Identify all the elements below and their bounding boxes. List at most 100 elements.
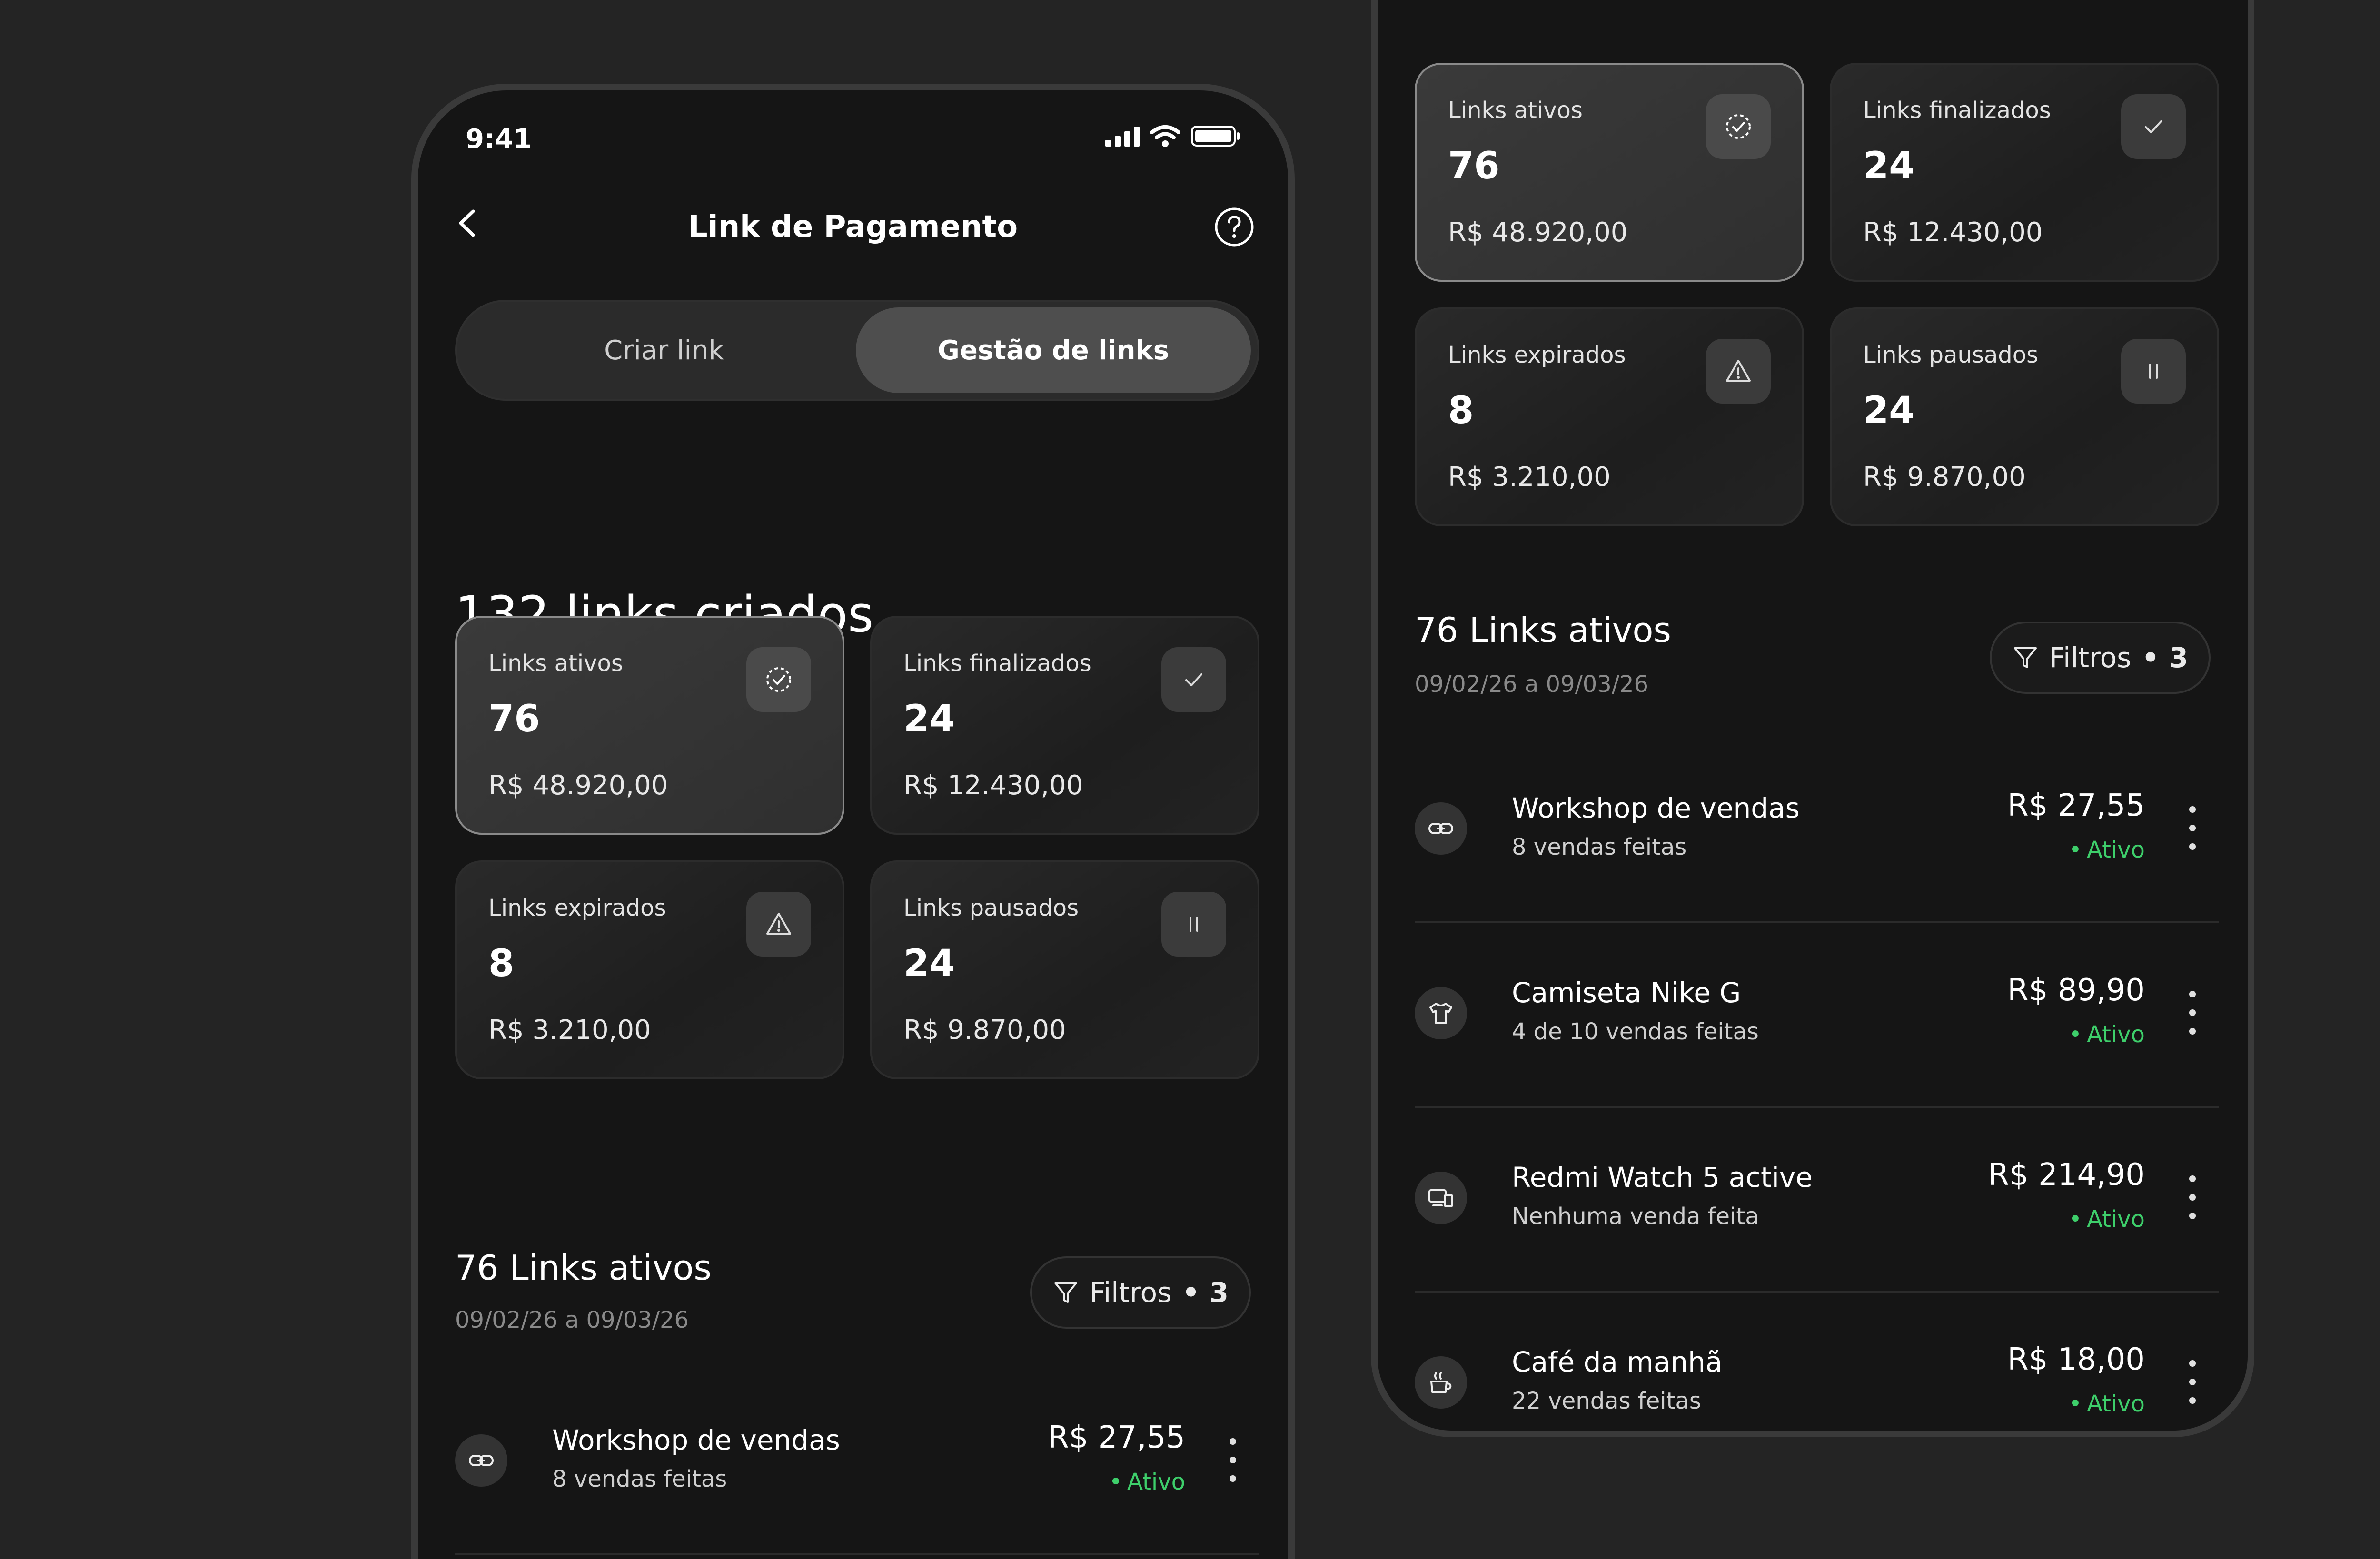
pause-icon [1161, 892, 1226, 957]
list-title: 76 Links ativos [1415, 610, 1671, 650]
phone-right: Links ativos 76 R$ 48.920,00 Links final… [1371, 0, 2254, 1437]
help-icon[interactable] [1214, 207, 1255, 247]
card-amount: R$ 12.430,00 [903, 770, 1083, 801]
card-amount: R$ 48.920,00 [488, 770, 668, 801]
tab-switcher: Criar link Gestão de links [455, 300, 1259, 401]
item-price: R$ 89,90 [2007, 973, 2145, 1008]
list-item[interactable]: Workshop de vendas 8 vendas feitas R$ 27… [455, 1371, 1259, 1555]
card-count: 24 [1863, 389, 1915, 432]
item-name: Workshop de vendas [552, 1424, 840, 1456]
filters-count: • 3 [1182, 1276, 1229, 1309]
signal-icon [1105, 127, 1140, 147]
card-count: 76 [488, 698, 540, 740]
status-text: Ativo [2087, 1021, 2145, 1048]
card-links-expirados[interactable]: Links expirados 8 R$ 3.210,00 [455, 860, 844, 1079]
filters-label: Filtros [1089, 1276, 1172, 1309]
status-text: Ativo [2087, 1206, 2145, 1233]
filters-label: Filtros [2049, 641, 2132, 674]
card-amount: R$ 9.870,00 [1863, 462, 2026, 493]
card-links-ativos[interactable]: Links ativos 76 R$ 48.920,00 [1415, 63, 1804, 282]
filters-button[interactable]: Filtros • 3 [1990, 622, 2211, 694]
status-text: Ativo [2087, 1391, 2145, 1417]
card-amount: R$ 48.920,00 [1448, 217, 1628, 248]
shirt-icon [1415, 987, 1467, 1039]
card-label: Links expirados [488, 895, 666, 921]
status-badge: • Ativo [2068, 837, 2145, 863]
wifi-icon [1150, 125, 1180, 147]
item-price: R$ 27,55 [2007, 788, 2145, 823]
card-label: Links pausados [903, 895, 1079, 921]
status-badge: • Ativo [2068, 1206, 2145, 1233]
more-options-icon[interactable] [2178, 1169, 2207, 1226]
list-item[interactable]: Redmi Watch 5 active Nenhuma venda feita… [1415, 1108, 2219, 1293]
warning-icon [746, 892, 811, 957]
item-subtitle: 8 vendas feitas [1512, 834, 1687, 860]
filters-count: • 3 [2142, 641, 2188, 674]
item-name: Camiseta Nike G [1512, 977, 1741, 1009]
status-time: 9:41 [466, 124, 532, 155]
item-subtitle: Nenhuma venda feita [1512, 1203, 1759, 1230]
item-name: Workshop de vendas [1512, 792, 1800, 824]
more-options-icon[interactable] [2178, 984, 2207, 1041]
link-icon [455, 1434, 507, 1487]
page-title: Link de Pagamento [688, 209, 1018, 245]
card-amount: R$ 3.210,00 [488, 1015, 651, 1046]
card-links-finalizados[interactable]: Links finalizados 24 R$ 12.430,00 [1830, 63, 2219, 282]
tab-criar-link[interactable]: Criar link [604, 335, 724, 366]
food-icon [1415, 1356, 1467, 1409]
devices-icon [1415, 1172, 1467, 1224]
filter-icon [1054, 1282, 1077, 1303]
item-name: Redmi Watch 5 active [1512, 1161, 1813, 1194]
more-options-icon[interactable] [2178, 799, 2207, 857]
card-links-expirados[interactable]: Links expirados 8 R$ 3.210,00 [1415, 307, 1804, 526]
tab-gestao-de-links[interactable]: Gestão de links [856, 307, 1251, 393]
card-links-pausados[interactable]: Links pausados 24 R$ 9.870,00 [1830, 307, 2219, 526]
item-price: R$ 27,55 [1048, 1420, 1185, 1455]
more-options-icon[interactable] [2178, 1353, 2207, 1411]
card-count: 24 [1863, 145, 1915, 187]
status-badge: • Ativo [2068, 1021, 2145, 1048]
card-amount: R$ 12.430,00 [1863, 217, 2043, 248]
list-date-range: 09/02/26 a 09/03/26 [455, 1307, 689, 1333]
card-links-pausados[interactable]: Links pausados 24 R$ 9.870,00 [870, 860, 1259, 1079]
check-icon [1161, 647, 1226, 712]
item-price: R$ 18,00 [2007, 1342, 2145, 1377]
item-name: Café da manhã [1512, 1346, 1723, 1378]
back-icon[interactable] [451, 207, 485, 240]
card-links-ativos[interactable]: Links ativos 76 R$ 48.920,00 [455, 616, 844, 835]
dashed-check-circle-icon [1706, 94, 1771, 159]
item-subtitle: 4 de 10 vendas feitas [1512, 1018, 1759, 1045]
list-item[interactable]: Camiseta Nike G 4 de 10 vendas feitas R$… [1415, 923, 2219, 1108]
filter-icon [2013, 647, 2037, 668]
status-badge: • Ativo [2068, 1391, 2145, 1417]
card-label: Links ativos [488, 650, 623, 677]
card-label: Links finalizados [1863, 97, 2051, 124]
warning-icon [1706, 339, 1771, 404]
card-count: 24 [903, 942, 955, 985]
dashed-check-circle-icon [746, 647, 811, 712]
list-item[interactable]: Café da manhã 22 vendas feitas R$ 18,00 … [1415, 1293, 2219, 1431]
link-icon [1415, 802, 1467, 855]
card-label: Links finalizados [903, 650, 1091, 677]
card-links-finalizados[interactable]: Links finalizados 24 R$ 12.430,00 [870, 616, 1259, 835]
list-title: 76 Links ativos [455, 1248, 712, 1288]
pause-icon [2121, 339, 2186, 404]
filters-button[interactable]: Filtros • 3 [1030, 1256, 1251, 1329]
item-subtitle: 22 vendas feitas [1512, 1388, 1701, 1414]
status-icons [1105, 125, 1240, 148]
card-label: Links ativos [1448, 97, 1583, 124]
status-text: Ativo [1127, 1469, 1185, 1495]
check-icon [2121, 94, 2186, 159]
card-amount: R$ 3.210,00 [1448, 462, 1611, 493]
card-label: Links pausados [1863, 342, 2039, 368]
more-options-icon[interactable] [1219, 1431, 1247, 1489]
card-count: 8 [1448, 389, 1474, 432]
item-subtitle: 8 vendas feitas [552, 1466, 727, 1492]
card-count: 76 [1448, 145, 1500, 187]
list-item[interactable]: Workshop de vendas 8 vendas feitas R$ 27… [1415, 739, 2219, 923]
status-badge: • Ativo [1109, 1469, 1185, 1495]
card-count: 8 [488, 942, 515, 985]
battery-icon [1191, 126, 1240, 147]
item-price: R$ 214,90 [1988, 1157, 2145, 1193]
card-label: Links expirados [1448, 342, 1626, 368]
